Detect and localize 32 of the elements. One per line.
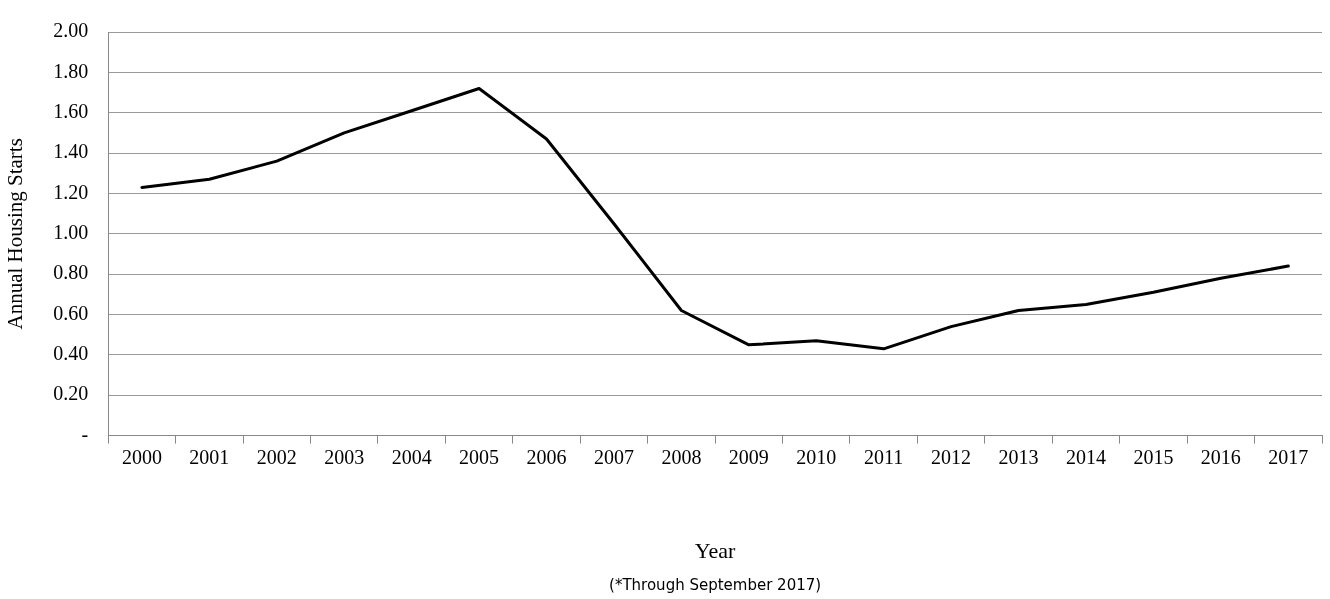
- x-tick-label: 2008: [661, 445, 702, 468]
- x-tick-label: 2004: [391, 445, 432, 468]
- y-tick-label: 0.20: [53, 382, 89, 405]
- y-tick-label: -: [81, 422, 89, 445]
- x-tick-label: 2007: [593, 445, 634, 468]
- x-tick-label: 2001: [189, 445, 230, 468]
- x-tick-label: 2016: [1200, 445, 1241, 468]
- y-tick-label: 0.80: [53, 261, 89, 284]
- x-tick-label: 2003: [324, 445, 365, 468]
- y-tick-label: 0.40: [53, 342, 89, 365]
- y-tick-label: 1.80: [53, 59, 89, 82]
- x-tick-label: 2005: [459, 445, 500, 468]
- x-tick-label: 2013: [998, 445, 1039, 468]
- x-tick-label: 2000: [121, 445, 162, 468]
- x-tick-label: 2015: [1133, 445, 1174, 468]
- x-tick-label: 2006: [526, 445, 567, 468]
- x-tick-label: 2017: [1268, 445, 1309, 468]
- y-tick-label: 2.00: [53, 19, 89, 42]
- x-tick-label: 2012: [931, 445, 972, 468]
- y-axis-title: Annual Housing Starts: [3, 138, 28, 330]
- x-tick-label: 2011: [864, 445, 904, 468]
- y-tick-label: 0.60: [53, 301, 89, 324]
- x-tick-label: 2014: [1065, 445, 1106, 468]
- x-tick-label: 2009: [728, 445, 769, 468]
- y-tick-label: 1.40: [53, 140, 89, 163]
- x-axis-title: Year: [694, 537, 737, 563]
- x-tick-label: 2002: [256, 445, 297, 468]
- x-tick-label: 2010: [796, 445, 837, 468]
- y-tick-label: 1.20: [53, 180, 89, 203]
- text: (*Through September 2017): [609, 576, 822, 594]
- y-tick-label: 1.00: [53, 221, 89, 244]
- y-tick-label: 1.60: [53, 99, 89, 122]
